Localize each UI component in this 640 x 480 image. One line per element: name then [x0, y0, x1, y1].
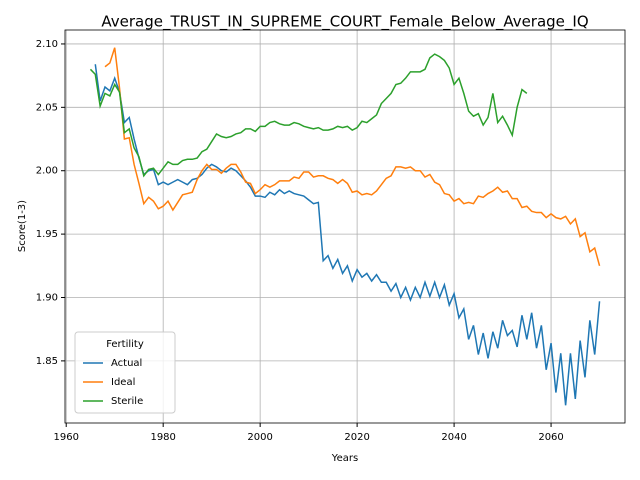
y-tick-label: 2.10	[36, 39, 58, 50]
x-axis-label: Years	[331, 453, 358, 464]
x-tick-label: 2060	[538, 432, 563, 443]
legend-label: Sterile	[111, 396, 143, 407]
chart-title: Average_TRUST_IN_SUPREME_COURT_Female_Be…	[101, 13, 588, 32]
y-tick-label: 1.85	[36, 356, 58, 367]
legend-label: Actual	[111, 358, 142, 369]
series-line	[89, 53, 528, 178]
y-tick-label: 1.95	[36, 229, 58, 240]
x-tick-label: 1980	[150, 432, 175, 443]
y-tick-label: 2.05	[36, 102, 58, 113]
legend-title: Fertility	[106, 339, 144, 350]
legend: Fertility Actual Ideal Sterile	[74, 331, 176, 414]
legend-box	[74, 331, 176, 414]
y-tick-label: 1.90	[36, 292, 58, 303]
y-axis-label: Score(1-3)	[17, 200, 28, 252]
legend-label: Ideal	[111, 377, 135, 388]
x-tick-label: 2000	[247, 432, 272, 443]
series-line	[94, 64, 601, 406]
plot-frame	[64, 29, 626, 424]
x-tick-label: 2020	[344, 432, 369, 443]
series-line	[104, 47, 601, 266]
y-tick-label: 2.00	[36, 166, 58, 177]
x-tick-label: 1960	[53, 432, 78, 443]
x-tick-label: 2040	[441, 432, 466, 443]
